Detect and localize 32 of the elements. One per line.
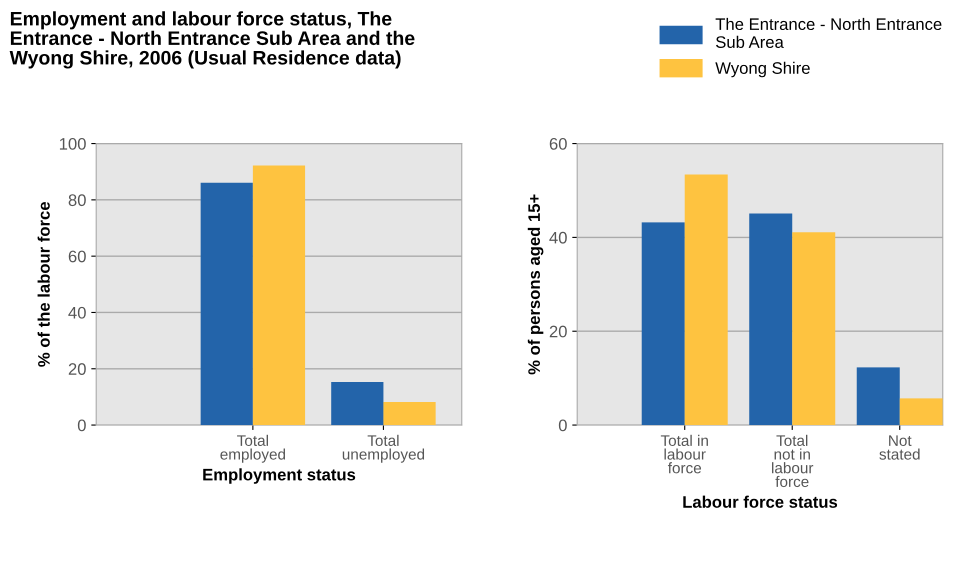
bar (331, 382, 384, 426)
y-tick-label: 0 (558, 419, 567, 432)
y-axis-title: % of the labour force (38, 202, 50, 367)
x-tick-label: Not stated (879, 435, 920, 460)
y-axis-title: % of persons aged 15+ (528, 194, 544, 374)
x-axis-title: Labour force status (683, 496, 838, 508)
y-tick-label: 0 (78, 419, 86, 432)
legend-label: The Entrance - North Entrance Sub Area (716, 18, 942, 48)
y-tick-label: 80 (68, 194, 86, 206)
y-tick-label: 20 (550, 326, 567, 338)
bar (383, 402, 436, 426)
y-tick-label: 60 (68, 250, 86, 262)
y-tick-label: 20 (68, 363, 86, 375)
y-tick-label: 40 (68, 306, 86, 319)
bar (642, 222, 685, 426)
bar (252, 166, 306, 426)
x-tick-label: Total not in labour force (772, 434, 814, 488)
bar (856, 367, 900, 426)
x-axis-title: Employment status (203, 468, 356, 484)
y-tick-label: 100 (60, 138, 86, 150)
chart-title: Employment and labour force status, The Entrance - North Entrance Sub Area and the Wyong Shire, 2006 (Usual Residence data) (10, 11, 414, 69)
bar (749, 213, 792, 426)
x-tick-label: Total employed (220, 434, 286, 463)
y-tick-label: 60 (550, 138, 567, 150)
bar (792, 232, 836, 426)
bar (200, 182, 253, 426)
legend-label: Wyong Shire (715, 62, 810, 78)
x-tick-label: Total in labour force (660, 434, 708, 474)
x-tick-label: Total unemployed (342, 434, 424, 463)
y-tick-label: 40 (549, 232, 567, 244)
bar (900, 398, 943, 426)
bar (684, 174, 728, 426)
